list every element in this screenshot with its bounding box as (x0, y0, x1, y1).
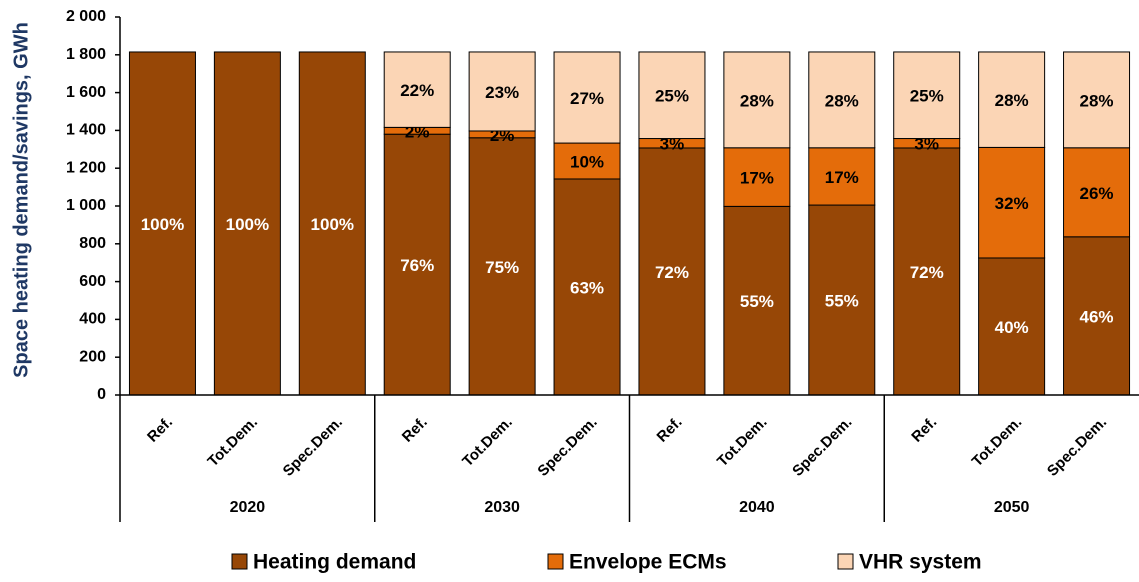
data-label: 55% (825, 292, 859, 311)
y-tick-label: 800 (79, 235, 106, 252)
x-tick-label: Spec.Dem. (789, 414, 855, 480)
data-label: 75% (485, 258, 519, 277)
data-label: 72% (910, 263, 944, 282)
bar-segment (468, 137, 536, 396)
y-tick-label: 2 000 (66, 8, 106, 25)
bar-segment (638, 147, 706, 396)
data-label: 100% (141, 215, 184, 234)
y-tick-label: 1 600 (66, 84, 106, 101)
data-label: 22% (400, 81, 434, 100)
bar-segment (553, 142, 621, 180)
x-tick-label: Tot.Dem. (969, 414, 1026, 471)
data-label: 17% (825, 168, 859, 187)
legend-swatch (231, 553, 248, 570)
data-label: 72% (655, 263, 689, 282)
bar-segment (893, 51, 961, 140)
y-tick-label: 0 (97, 386, 106, 403)
data-label: 55% (740, 292, 774, 311)
legend-swatch (837, 553, 854, 570)
y-tick-label: 1 800 (66, 46, 106, 63)
y-tick-label: 1 200 (66, 159, 106, 176)
y-tick-label: 1 000 (66, 197, 106, 214)
data-label: 28% (995, 91, 1029, 110)
bar-segment (808, 204, 876, 396)
y-tick-label: 600 (79, 273, 106, 290)
x-tick-label: Tot.Dem. (714, 414, 771, 471)
bar-segment (553, 178, 621, 396)
x-tick-label: Ref. (654, 414, 686, 446)
data-label: 10% (570, 153, 604, 172)
data-label: 28% (740, 91, 774, 110)
x-tick-label: Tot.Dem. (204, 414, 261, 471)
x-tick-label: Spec.Dem. (280, 414, 346, 480)
bar-segment (808, 147, 876, 206)
legend-label: Envelope ECMs (569, 551, 727, 574)
group-label: 2040 (739, 499, 775, 516)
bar-segment (553, 51, 621, 144)
bar-segment (723, 147, 791, 207)
y-tick-label: 1 400 (66, 122, 106, 139)
group-label: 2050 (994, 499, 1030, 516)
bar-segment (1063, 147, 1131, 238)
y-axis-title: Space heating demand/savings, GWh (10, 22, 32, 378)
data-label: 27% (570, 89, 604, 108)
bar-segment (723, 205, 791, 396)
bar-segment (213, 51, 281, 396)
data-label: 100% (311, 215, 354, 234)
data-label: 76% (400, 256, 434, 275)
bar-segment (808, 51, 876, 149)
data-label: 25% (910, 87, 944, 106)
group-label: 2030 (484, 499, 520, 516)
bar-segment (978, 51, 1046, 148)
bar-segment (638, 51, 706, 140)
bar-segment (383, 51, 451, 128)
data-label: 28% (825, 91, 859, 110)
bar-segment (1063, 51, 1131, 149)
data-label: 28% (1080, 91, 1114, 110)
x-tick-label: Spec.Dem. (1044, 414, 1110, 480)
data-label: 23% (485, 83, 519, 102)
y-tick-label: 400 (79, 311, 106, 328)
bar-segment (978, 146, 1046, 259)
x-tick-label: Tot.Dem. (459, 414, 516, 471)
group-label: 2020 (230, 499, 266, 516)
x-tick-label: Ref. (908, 414, 940, 446)
data-label: 17% (740, 169, 774, 188)
data-label: 40% (995, 318, 1029, 337)
bar-segment (893, 147, 961, 396)
data-label: 26% (1080, 184, 1114, 203)
data-label: 100% (226, 215, 269, 234)
data-label: 3% (914, 135, 939, 154)
legend-swatch (547, 553, 564, 570)
x-tick-label: Ref. (399, 414, 431, 446)
data-label: 3% (660, 135, 685, 154)
y-tick-label: 200 (79, 348, 106, 365)
bar-segment (723, 51, 791, 149)
x-tick-label: Ref. (144, 414, 176, 446)
data-label: 32% (995, 194, 1029, 213)
x-tick-label: Spec.Dem. (534, 414, 600, 480)
legend-label: Heating demand (253, 551, 416, 574)
data-label: 25% (655, 87, 689, 106)
data-label: 63% (570, 278, 604, 297)
bar-segment (128, 51, 196, 396)
legend-label: VHR system (859, 551, 982, 574)
bar-segment (468, 51, 536, 132)
data-label: 46% (1080, 307, 1114, 326)
bar-segment (298, 51, 366, 396)
bar-segment (978, 257, 1046, 396)
